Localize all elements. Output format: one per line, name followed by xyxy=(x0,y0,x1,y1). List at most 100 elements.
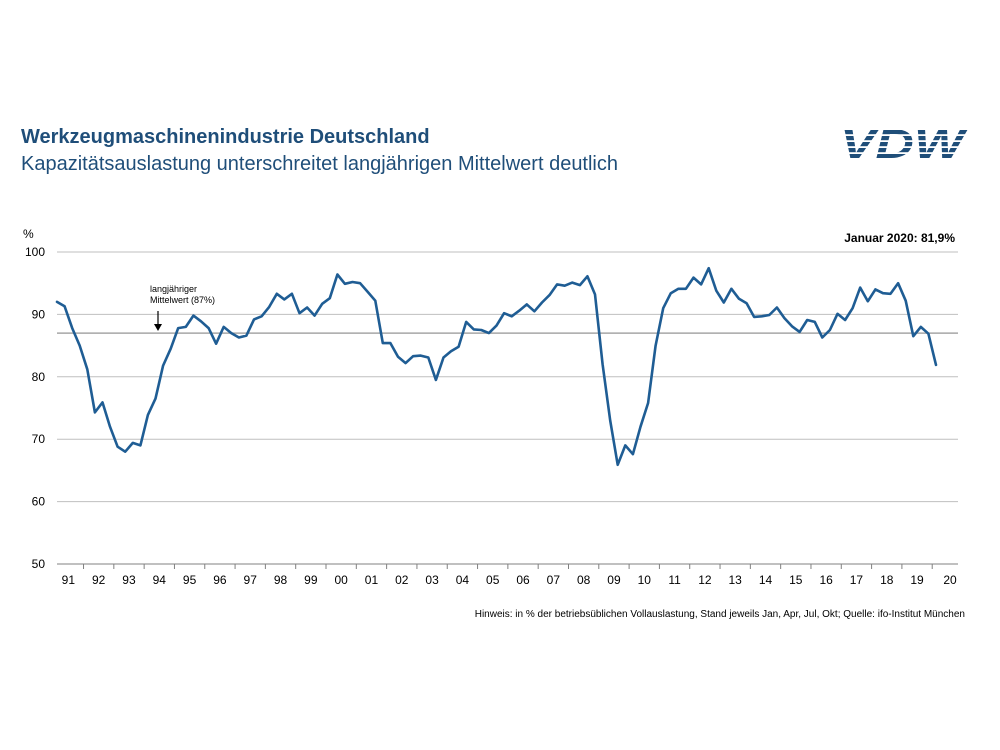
data-point xyxy=(935,364,937,366)
y-tick-label: 70 xyxy=(32,432,46,446)
data-point xyxy=(71,327,73,329)
data-point xyxy=(465,321,467,323)
x-tick-label: 99 xyxy=(304,573,318,587)
data-point xyxy=(420,354,422,356)
data-point xyxy=(139,444,141,446)
data-point xyxy=(207,327,209,329)
data-point xyxy=(116,446,118,448)
data-point xyxy=(738,298,740,300)
data-point xyxy=(624,444,626,446)
data-point xyxy=(715,290,717,292)
mean-annotation-line1: langjähriger xyxy=(150,284,197,294)
data-point xyxy=(457,346,459,348)
x-tick-label: 00 xyxy=(334,573,348,587)
data-point xyxy=(920,326,922,328)
data-point xyxy=(647,402,649,404)
data-point xyxy=(230,332,232,334)
data-point xyxy=(601,363,603,365)
data-point xyxy=(450,350,452,352)
data-point xyxy=(791,325,793,327)
data-point xyxy=(571,281,573,283)
data-point xyxy=(897,282,899,284)
y-tick-label: 90 xyxy=(32,307,46,321)
data-point xyxy=(344,283,346,285)
data-point xyxy=(814,321,816,323)
series-layer xyxy=(55,266,938,467)
data-point xyxy=(905,300,907,302)
data-point xyxy=(753,316,755,318)
y-axis-label: % xyxy=(23,227,34,241)
data-point xyxy=(268,306,270,308)
data-point xyxy=(617,464,619,466)
data-point xyxy=(495,324,497,326)
data-point xyxy=(351,281,353,283)
data-point xyxy=(435,379,437,381)
data-point xyxy=(215,343,217,345)
y-tick-label: 80 xyxy=(32,370,46,384)
x-tick-label: 03 xyxy=(425,573,439,587)
data-point xyxy=(798,331,800,333)
mean-annotation-arrow-head xyxy=(154,324,162,331)
x-tick-label: 19 xyxy=(910,573,924,587)
x-tick-label: 06 xyxy=(516,573,530,587)
data-point xyxy=(291,293,293,295)
y-tick-label: 100 xyxy=(25,245,45,259)
data-point xyxy=(670,292,672,294)
data-point xyxy=(56,301,58,303)
data-point xyxy=(609,419,611,421)
data-point xyxy=(260,315,262,317)
x-tick-label: 91 xyxy=(62,573,76,587)
data-point xyxy=(389,342,391,344)
series-line xyxy=(55,266,938,467)
data-point xyxy=(586,275,588,277)
data-point xyxy=(912,335,914,337)
data-point xyxy=(63,305,65,307)
data-point xyxy=(874,288,876,290)
data-point xyxy=(685,288,687,290)
data-point xyxy=(503,312,505,314)
data-point xyxy=(223,326,225,328)
data-point xyxy=(124,451,126,453)
chart-title: Werkzeugmaschinenindustrie Deutschland xyxy=(21,126,430,148)
data-point xyxy=(806,319,808,321)
x-tick-label: 11 xyxy=(668,573,681,587)
data-point xyxy=(548,294,550,296)
data-point xyxy=(306,306,308,308)
data-point xyxy=(154,397,156,399)
x-tick-label: 98 xyxy=(274,573,288,587)
data-point xyxy=(283,298,285,300)
data-point xyxy=(511,315,513,317)
chart-subtitle: Kapazitätsauslastung unterschreitet lang… xyxy=(21,153,619,175)
data-point xyxy=(882,292,884,294)
data-point xyxy=(329,297,331,299)
data-point xyxy=(101,401,103,403)
x-tick-label: 04 xyxy=(456,573,470,587)
data-point xyxy=(367,291,369,293)
data-point xyxy=(844,319,846,321)
data-point xyxy=(692,276,694,278)
x-tick-label: 10 xyxy=(638,573,652,587)
vdw-logo: VDW xyxy=(840,124,968,164)
data-point xyxy=(745,302,747,304)
x-tick-label: 97 xyxy=(244,573,258,587)
x-tick-label: 09 xyxy=(607,573,621,587)
data-point xyxy=(200,320,202,322)
x-tick-label: 15 xyxy=(789,573,803,587)
x-tick-label: 93 xyxy=(122,573,136,587)
x-tick-label: 16 xyxy=(819,573,833,587)
data-point xyxy=(927,333,929,335)
data-point xyxy=(412,355,414,357)
data-point xyxy=(132,442,134,444)
x-tick-label: 07 xyxy=(547,573,561,587)
mean-annotation-line2: Mittelwert (87%) xyxy=(150,295,215,305)
data-point xyxy=(86,368,88,370)
data-point xyxy=(397,356,399,358)
data-point xyxy=(374,300,376,302)
data-point xyxy=(761,315,763,317)
data-point xyxy=(564,285,566,287)
data-point xyxy=(859,286,861,288)
x-tick-label: 95 xyxy=(183,573,197,587)
data-point xyxy=(185,326,187,328)
axis-layer: 50 60 70 80 90 100 91 92 93 94 95 96 97 98 99 00 01 02 03 0… xyxy=(25,245,957,587)
